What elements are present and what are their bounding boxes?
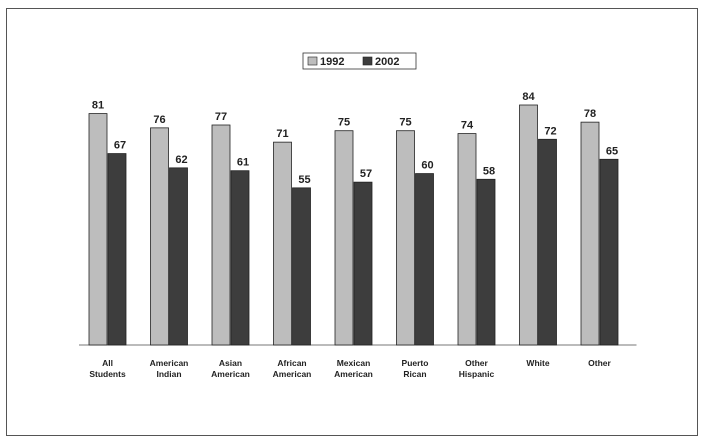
legend-swatch-2002 xyxy=(362,56,373,66)
data-label-1992-1: 76 xyxy=(153,114,165,126)
x-tick-label-5-1: Rican xyxy=(403,369,426,379)
bar-2002-0 xyxy=(107,153,127,346)
bar-2002-8 xyxy=(599,158,619,346)
x-tick-label-8-0: Other xyxy=(588,358,611,368)
data-label-2002-6: 58 xyxy=(483,165,495,177)
data-label-1992-7: 84 xyxy=(522,91,535,103)
x-tick-label-2-0: Asian xyxy=(219,358,242,368)
data-label-1992-6: 74 xyxy=(461,120,474,132)
legend-label-2002: 2002 xyxy=(375,56,399,68)
x-tick-label-6-1: Hispanic xyxy=(459,369,495,379)
bar-1992-1 xyxy=(150,127,169,346)
data-label-1992-8: 78 xyxy=(584,108,596,120)
bar-2002-5 xyxy=(415,173,434,346)
x-tick-label-0-0: All xyxy=(102,358,113,368)
bar-1992-5 xyxy=(396,130,415,346)
data-label-2002-0: 67 xyxy=(114,140,126,152)
x-tick-label-7-0: White xyxy=(526,358,549,368)
data-label-1992-2: 77 xyxy=(215,111,227,123)
x-tick-label-5-0: Puerto xyxy=(402,358,429,368)
bar-1992-0 xyxy=(88,113,108,346)
bar-2002-4 xyxy=(353,181,373,346)
bar-1992-8 xyxy=(580,121,600,346)
x-tick-label-4-1: American xyxy=(334,369,373,379)
bar-2002-7 xyxy=(538,138,557,346)
bar-2002-3 xyxy=(292,187,311,346)
bar-1992-4 xyxy=(334,130,354,346)
x-tick-label-6-0: Other xyxy=(465,358,488,368)
data-label-1992-5: 75 xyxy=(399,117,411,129)
legend-swatch-1992 xyxy=(307,56,318,66)
data-label-2002-7: 72 xyxy=(544,125,556,137)
data-label-1992-4: 75 xyxy=(338,117,350,129)
x-tick-label-4-0: Mexican xyxy=(337,358,371,368)
bar-2002-2 xyxy=(230,170,250,346)
x-tick-label-2-1: American xyxy=(211,369,250,379)
data-label-2002-8: 65 xyxy=(606,145,618,157)
bar-1992-2 xyxy=(211,124,231,346)
x-tick-label-1-0: American xyxy=(150,358,189,368)
bar-2002-1 xyxy=(169,167,188,346)
data-label-2002-4: 57 xyxy=(360,168,372,180)
bar-1992-6 xyxy=(457,133,477,346)
bar-2002-6 xyxy=(476,178,496,346)
data-label-1992-3: 71 xyxy=(276,128,288,140)
x-tick-label-1-1: Indian xyxy=(156,369,181,379)
x-tick-label-3-1: American xyxy=(273,369,312,379)
x-tick-label-3-0: African xyxy=(277,358,306,368)
bar-1992-3 xyxy=(273,141,292,346)
legend-label-1992: 1992 xyxy=(320,56,344,68)
data-label-2002-1: 62 xyxy=(175,154,187,166)
x-tick-label-0-1: Students xyxy=(89,369,126,379)
data-label-2002-2: 61 xyxy=(237,157,249,169)
data-label-1992-0: 81 xyxy=(92,100,104,112)
data-label-2002-5: 60 xyxy=(421,160,433,172)
legend-box xyxy=(302,52,417,70)
data-label-2002-3: 55 xyxy=(298,174,310,186)
bar-1992-7 xyxy=(519,104,538,346)
